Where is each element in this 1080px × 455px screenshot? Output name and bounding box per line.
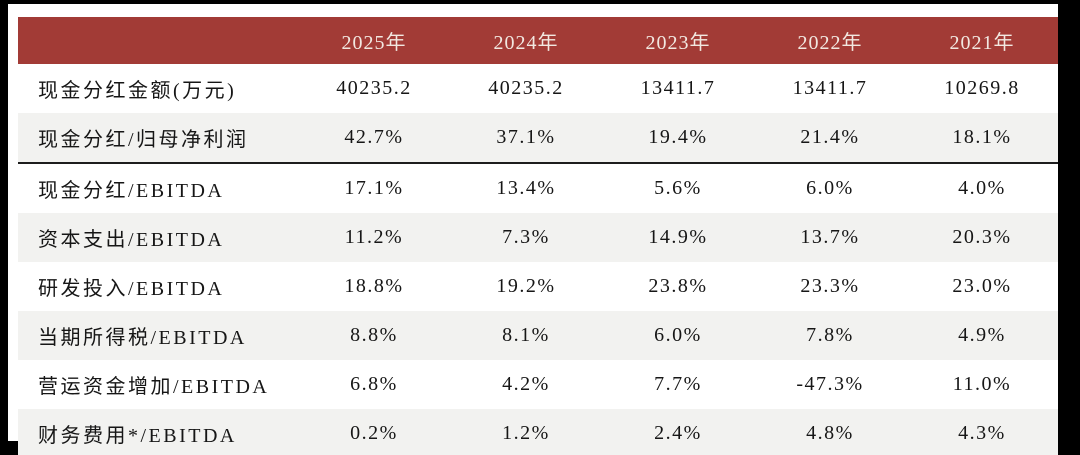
header-year-2022: 2022年: [754, 17, 906, 64]
cell-value: 21.4%: [754, 113, 906, 164]
cell-value: 40235.2: [488, 77, 564, 99]
cell-value: 4.2%: [502, 373, 550, 395]
cell-value: 13411.7: [640, 77, 716, 99]
cell-value: 4.8%: [806, 422, 854, 444]
cell-value: 40235.2: [336, 77, 412, 99]
cell-value: 14.9%: [648, 226, 708, 248]
cell-value: 11.0%: [952, 373, 1012, 395]
table-row-cash-dividend-amount: 现金分红金额(万元) 40235.2 40235.2 13411.7 13411…: [18, 64, 1058, 113]
financial-metrics-table: 2025年 2024年 2023年 2022年 2021年 现金分红金额(万元)…: [18, 17, 1058, 455]
table-row-capex-to-ebitda: 资本支出/EBITDA 11.2% 7.3% 14.9% 13.7% 20.3%: [18, 213, 1058, 262]
row-label: 现金分红/归母净利润: [18, 113, 298, 164]
cell-value: 7.3%: [502, 226, 550, 248]
table-row-dividend-to-net-profit: 现金分红/归母净利润 42.7% 37.1% 19.4% 21.4% 18.1%: [18, 113, 1058, 164]
cell-value: 2.4%: [654, 422, 702, 444]
row-label: 资本支出/EBITDA: [38, 229, 225, 251]
row-label: 现金分红/EBITDA: [38, 180, 225, 202]
table-row-dividend-to-ebitda: 现金分红/EBITDA 17.1% 13.4% 5.6% 6.0% 4.0%: [18, 163, 1058, 213]
cell-value: 10269.8: [944, 77, 1020, 99]
cell-value: 8.8%: [350, 324, 398, 346]
row-label: 营运资金增加/EBITDA: [38, 376, 270, 398]
cell-value: 8.1%: [502, 324, 550, 346]
cell-value: 17.1%: [344, 177, 404, 199]
cell-value: 42.7%: [298, 113, 450, 164]
cell-value: 4.3%: [958, 422, 1006, 444]
header-year-2025: 2025年: [298, 17, 450, 64]
header-corner-cell: [18, 17, 298, 64]
table-header-row: 2025年 2024年 2023年 2022年 2021年: [18, 17, 1058, 64]
cell-value: 23.8%: [648, 275, 708, 297]
cell-value: 13.7%: [800, 226, 860, 248]
cell-value: 18.8%: [344, 275, 404, 297]
cell-value: -47.3%: [796, 373, 864, 395]
cell-value: 5.6%: [654, 177, 702, 199]
cell-value: 18.1%: [906, 113, 1058, 164]
cell-value: 13411.7: [792, 77, 868, 99]
cell-value: 11.2%: [344, 226, 404, 248]
table-row-finance-cost-to-ebitda: 财务费用*/EBITDA 0.2% 1.2% 2.4% 4.8% 4.3%: [18, 409, 1058, 455]
cell-value: 37.1%: [450, 113, 602, 164]
table-row-income-tax-to-ebitda: 当期所得税/EBITDA 8.8% 8.1% 6.0% 7.8% 4.9%: [18, 311, 1058, 360]
cell-value: 20.3%: [952, 226, 1012, 248]
cell-value: 4.0%: [958, 177, 1006, 199]
cell-value: 0.2%: [350, 422, 398, 444]
cell-value: 19.4%: [602, 113, 754, 164]
cell-value: 19.2%: [496, 275, 556, 297]
table-card: 2025年 2024年 2023年 2022年 2021年 现金分红金额(万元)…: [8, 4, 1058, 455]
cell-value: 6.0%: [806, 177, 854, 199]
table-row-rnd-to-ebitda: 研发投入/EBITDA 18.8% 19.2% 23.8% 23.3% 23.0…: [18, 262, 1058, 311]
cell-value: 13.4%: [496, 177, 556, 199]
header-year-2023: 2023年: [602, 17, 754, 64]
header-year-2024: 2024年: [450, 17, 602, 64]
row-label: 研发投入/EBITDA: [38, 278, 225, 300]
cell-value: 23.3%: [800, 275, 860, 297]
row-label: 现金分红金额(万元): [38, 80, 237, 102]
cell-value: 6.0%: [654, 324, 702, 346]
cell-value: 1.2%: [502, 422, 550, 444]
header-year-2021: 2021年: [906, 17, 1058, 64]
cell-value: 7.7%: [654, 373, 702, 395]
cell-value: 23.0%: [952, 275, 1012, 297]
row-label: 当期所得税/EBITDA: [38, 327, 247, 349]
cell-value: 7.8%: [806, 324, 854, 346]
cell-value: 4.9%: [958, 324, 1006, 346]
table-row-working-capital-to-ebitda: 营运资金增加/EBITDA 6.8% 4.2% 7.7% -47.3% 11.0…: [18, 360, 1058, 409]
row-label: 财务费用*/EBITDA: [38, 425, 237, 447]
cell-value: 6.8%: [350, 373, 398, 395]
